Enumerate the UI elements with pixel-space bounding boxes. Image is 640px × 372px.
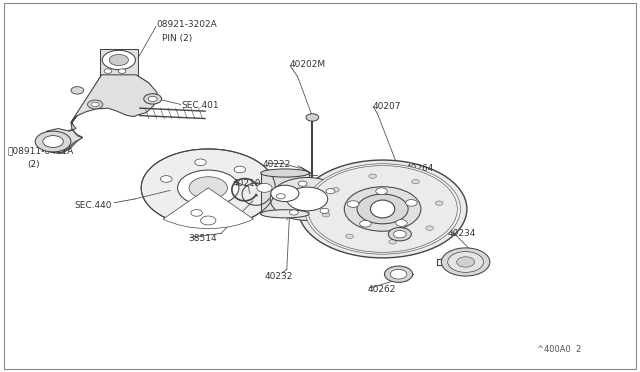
- Text: SEC.401: SEC.401: [181, 101, 219, 110]
- Text: ^400A0  2: ^400A0 2: [537, 344, 581, 353]
- Circle shape: [344, 187, 421, 231]
- Circle shape: [412, 179, 419, 184]
- Text: 08921-3202A: 08921-3202A: [156, 20, 216, 29]
- Circle shape: [435, 201, 443, 205]
- Circle shape: [376, 188, 387, 195]
- Circle shape: [189, 177, 227, 199]
- Circle shape: [200, 216, 216, 225]
- Circle shape: [406, 199, 417, 206]
- Polygon shape: [42, 75, 156, 153]
- Ellipse shape: [260, 169, 309, 177]
- Circle shape: [144, 94, 162, 104]
- Circle shape: [271, 185, 299, 202]
- Text: SEC.440: SEC.440: [74, 201, 111, 210]
- Circle shape: [346, 234, 353, 238]
- Circle shape: [118, 69, 126, 73]
- Circle shape: [43, 136, 63, 147]
- Circle shape: [195, 159, 206, 166]
- Text: 40202M: 40202M: [289, 60, 326, 69]
- Circle shape: [388, 228, 412, 241]
- Ellipse shape: [260, 210, 309, 218]
- Circle shape: [148, 96, 157, 102]
- Circle shape: [308, 166, 458, 252]
- Circle shape: [298, 160, 467, 258]
- Circle shape: [426, 226, 433, 230]
- Circle shape: [360, 220, 371, 227]
- Circle shape: [320, 208, 329, 214]
- Circle shape: [35, 131, 71, 152]
- Circle shape: [234, 166, 246, 173]
- Polygon shape: [42, 75, 157, 153]
- Circle shape: [332, 187, 339, 192]
- Circle shape: [394, 231, 406, 238]
- Circle shape: [276, 194, 285, 199]
- Circle shape: [388, 240, 396, 244]
- Circle shape: [71, 87, 84, 94]
- Text: 40262: 40262: [367, 285, 396, 294]
- Text: 40232: 40232: [264, 272, 293, 281]
- Text: 38514: 38514: [188, 234, 217, 243]
- Circle shape: [390, 269, 407, 279]
- Circle shape: [442, 248, 490, 276]
- Wedge shape: [163, 188, 253, 229]
- Text: PIN (2): PIN (2): [162, 34, 192, 44]
- Circle shape: [289, 210, 298, 215]
- Circle shape: [270, 177, 344, 221]
- Polygon shape: [100, 49, 138, 75]
- Circle shape: [257, 183, 272, 192]
- Circle shape: [448, 251, 483, 272]
- Circle shape: [141, 149, 275, 227]
- Circle shape: [385, 266, 413, 282]
- Circle shape: [177, 170, 239, 206]
- Circle shape: [369, 174, 376, 178]
- Circle shape: [102, 50, 136, 70]
- Ellipse shape: [371, 200, 395, 218]
- Text: 40264: 40264: [406, 164, 434, 173]
- Circle shape: [298, 181, 307, 186]
- Circle shape: [287, 187, 328, 211]
- Circle shape: [88, 100, 103, 109]
- Circle shape: [104, 69, 112, 73]
- Text: 40222: 40222: [262, 160, 291, 169]
- Circle shape: [326, 189, 335, 194]
- Text: 40210: 40210: [232, 179, 261, 187]
- Circle shape: [306, 114, 319, 121]
- Text: 40234: 40234: [448, 229, 476, 238]
- Text: (2): (2): [28, 160, 40, 169]
- Circle shape: [322, 212, 330, 217]
- Circle shape: [396, 219, 407, 226]
- Polygon shape: [260, 173, 309, 214]
- Circle shape: [191, 209, 202, 216]
- Circle shape: [305, 164, 461, 254]
- Circle shape: [348, 201, 359, 208]
- Circle shape: [92, 102, 99, 107]
- Circle shape: [457, 257, 474, 267]
- Circle shape: [109, 54, 129, 65]
- Circle shape: [161, 176, 172, 182]
- Text: ⓝ08911-6441A: ⓝ08911-6441A: [7, 146, 74, 155]
- Text: 40207: 40207: [373, 102, 401, 111]
- Circle shape: [357, 194, 408, 224]
